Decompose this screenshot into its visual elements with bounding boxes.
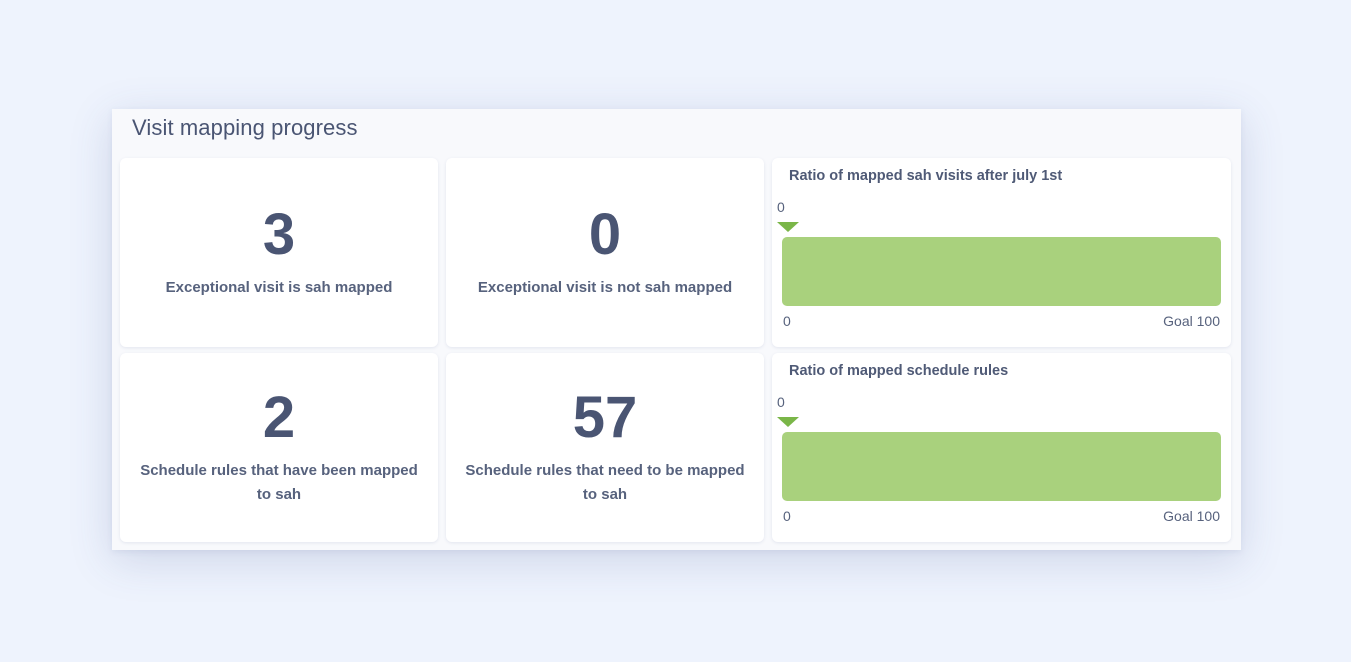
- gauge-card-sah-visits-ratio[interactable]: Ratio of mapped sah visits after july 1s…: [772, 158, 1231, 347]
- gauge-marker-triangle-icon: [777, 222, 799, 232]
- gauge-goal-label: Goal 100: [1163, 508, 1220, 524]
- gauge-title: Ratio of mapped schedule rules: [789, 363, 1009, 379]
- gauge-title: Ratio of mapped sah visits after july 1s…: [789, 168, 1063, 184]
- gauge-progress-bar: [782, 237, 1221, 306]
- gauge-current-value: 0: [777, 394, 785, 410]
- gauge-current-value: 0: [777, 199, 785, 215]
- dashboard-title: Visit mapping progress: [132, 115, 358, 140]
- metric-label: Exceptional visit is not sah mapped: [477, 278, 733, 296]
- metric-card-exceptional-mapped[interactable]: 3 Exceptional visit is sah mapped: [120, 158, 438, 347]
- metric-value: 2: [262, 384, 296, 450]
- gauge-goal-label: Goal 100: [1163, 313, 1220, 329]
- gauge-marker-triangle-icon: [777, 417, 799, 427]
- metric-label: Exceptional visit is sah mapped: [165, 278, 393, 296]
- metric-card-exceptional-not-mapped[interactable]: 0 Exceptional visit is not sah mapped: [446, 158, 764, 347]
- metric-label: Schedule rules that need to be mapped to…: [465, 461, 745, 503]
- gauge-progress-bar: [782, 432, 1221, 501]
- gauge-min-label: 0: [783, 313, 791, 329]
- metric-label: Schedule rules that have been mapped to …: [140, 461, 418, 503]
- gauge-min-label: 0: [783, 508, 791, 524]
- metric-value: 3: [262, 201, 296, 267]
- metric-value: 0: [588, 201, 622, 267]
- metric-card-schedule-rules-mapped[interactable]: 2 Schedule rules that have been mapped t…: [120, 353, 438, 542]
- metric-card-schedule-rules-to-map[interactable]: 57 Schedule rules that need to be mapped…: [446, 353, 764, 542]
- metric-value: 57: [572, 384, 638, 450]
- gauge-card-schedule-rules-ratio[interactable]: Ratio of mapped schedule rules 0 0 Goal …: [772, 353, 1231, 542]
- dashboard-panel: Visit mapping progress 3 Exceptional vis…: [112, 109, 1241, 550]
